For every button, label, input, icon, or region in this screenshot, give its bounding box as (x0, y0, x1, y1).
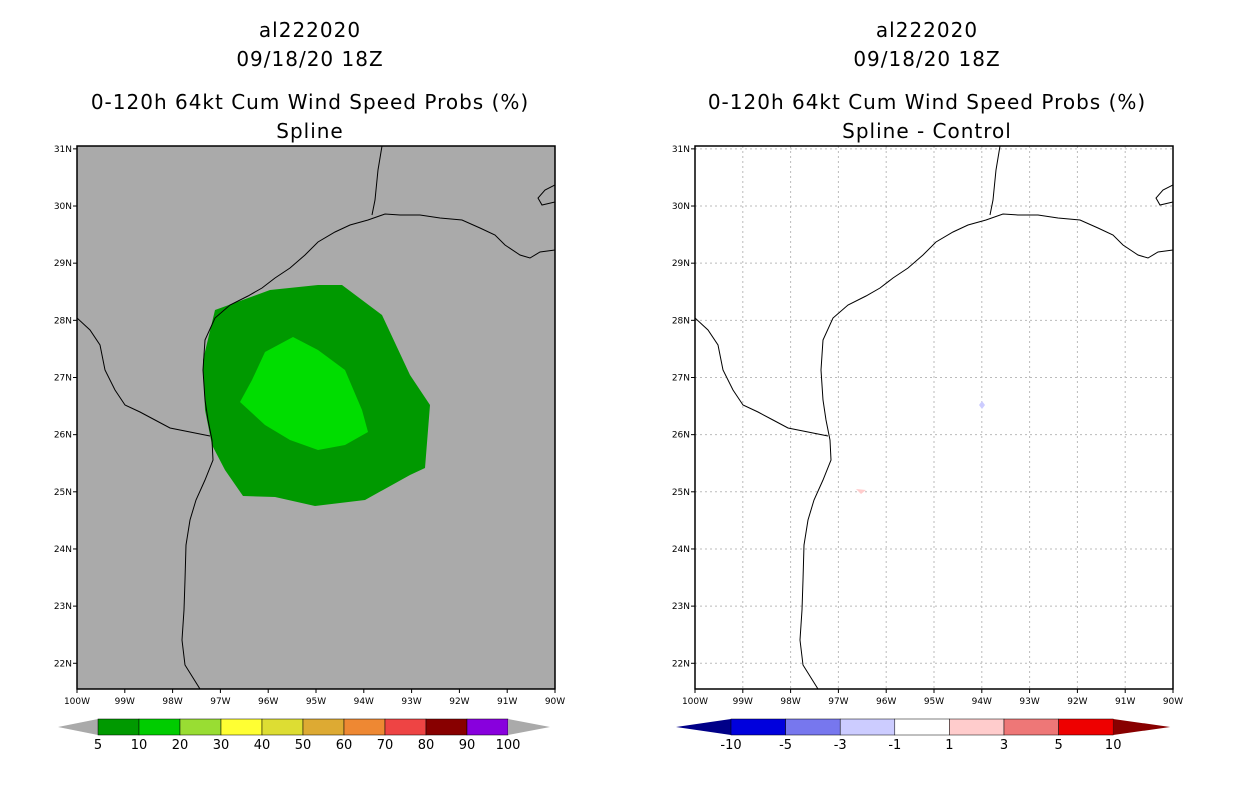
colorbar-high-arrow (508, 719, 550, 735)
colorbar-label: -10 (720, 738, 741, 753)
diff-positive-spot (856, 489, 866, 494)
colorbar-swatch (785, 718, 841, 736)
left-lon-label: 93W (401, 697, 421, 707)
left-coastline (77, 146, 555, 689)
right-lon-label: 98W (780, 697, 800, 707)
colorbar-label: 3 (1000, 738, 1008, 753)
left-lon-label: 96W (258, 697, 278, 707)
left-lat-label: 25N (54, 488, 72, 498)
colorbar-label: 5 (94, 738, 102, 753)
colorbar-label: 1 (945, 738, 953, 753)
right-difference-map: 31N 30N 29N 28N 27N 26N 25N 24N 23N 22N 100W 99W 98W… (672, 145, 1183, 707)
right-lon-label: 90W (1163, 697, 1183, 707)
right-lat-label: 23N (672, 602, 690, 612)
colorbar-label: 30 (213, 738, 230, 753)
left-lon-label: 95W (306, 697, 326, 707)
colorbar-label: 60 (336, 738, 353, 753)
left-colorbar: 5 10 20 30 40 50 60 70 80 90 100 (58, 718, 550, 753)
colorbar-label: 50 (295, 738, 312, 753)
colorbar-swatch (384, 718, 427, 736)
left-date: 09/18/20 18Z (236, 47, 384, 71)
right-lon-label: 94W (972, 697, 992, 707)
right-lat-label: 25N (672, 488, 690, 498)
colorbar-swatch (138, 718, 181, 736)
colorbar-swatch (730, 718, 786, 736)
colorbar-label: 10 (1105, 738, 1122, 753)
left-lat-label: 22N (54, 659, 72, 669)
colorbar-swatch (1003, 718, 1059, 736)
colorbar-swatch (1058, 718, 1114, 736)
left-lat-label: 28N (54, 316, 72, 326)
colorbar-low-arrow (58, 719, 98, 735)
colorbar-low-arrow (676, 719, 731, 735)
left-lon-label: 97W (210, 697, 230, 707)
colorbar-label: 100 (496, 738, 521, 753)
left-lat-label: 31N (54, 145, 72, 155)
prob-10-20-contour (240, 337, 368, 450)
right-lat-label: 31N (672, 145, 690, 155)
right-lon-label: 97W (828, 697, 848, 707)
colorbar-swatch (261, 718, 304, 736)
left-lat-label: 24N (54, 545, 72, 555)
right-colorbar: -10 -5 -3 -1 1 3 5 10 (676, 718, 1171, 753)
colorbar-swatch (839, 718, 896, 736)
right-lon-label: 92W (1067, 697, 1087, 707)
colorbar-label: -3 (834, 738, 847, 753)
right-storm-id: al222020 (875, 18, 979, 42)
left-probability-map: 31N 30N 29N 28N 27N 26N 25N 24N 23N 22N 100W 99W 98W… (54, 145, 565, 707)
diff-negative-spot (979, 401, 985, 409)
colorbar-swatch (179, 718, 222, 736)
colorbar-label: 10 (131, 738, 148, 753)
right-lon-label: 95W (924, 697, 944, 707)
right-subtitle: Spline - Control (842, 119, 1012, 143)
colorbar-label: 20 (172, 738, 189, 753)
right-lon-label: 100W (682, 697, 708, 707)
right-lat-label: 28N (672, 316, 690, 326)
colorbar-swatch (302, 718, 345, 736)
left-lon-label: 100W (64, 697, 90, 707)
colorbar-label: 80 (418, 738, 435, 753)
colorbar-label: 5 (1054, 738, 1062, 753)
colorbar-swatch (894, 718, 950, 736)
left-lon-label: 98W (162, 697, 182, 707)
left-lon-label: 92W (449, 697, 469, 707)
left-lat-label: 23N (54, 602, 72, 612)
right-lon-label: 96W (876, 697, 896, 707)
left-lat-label: 26N (54, 431, 72, 441)
right-lat-label: 22N (672, 659, 690, 669)
colorbar-high-arrow (1113, 719, 1171, 735)
right-lat-label: 24N (672, 545, 690, 555)
right-coastline (695, 146, 1173, 689)
left-lat-label: 27N (54, 373, 72, 383)
colorbar-swatch (220, 718, 263, 736)
colorbar-label: -5 (779, 738, 792, 753)
colorbar-swatch (949, 718, 1005, 736)
right-lon-label: 99W (733, 697, 753, 707)
left-storm-id: al222020 (258, 18, 362, 42)
colorbar-swatch (343, 718, 386, 736)
right-lat-label: 26N (672, 431, 690, 441)
colorbar-label: -1 (888, 738, 901, 753)
colorbar-label: 90 (459, 738, 476, 753)
right-lat-label: 27N (672, 373, 690, 383)
colorbar-label: 70 (377, 738, 394, 753)
right-lat-label: 30N (672, 202, 690, 212)
left-lon-label: 99W (115, 697, 135, 707)
colorbar-label: 40 (254, 738, 271, 753)
right-date: 09/18/20 18Z (853, 47, 1001, 71)
left-subtitle: Spline (276, 119, 344, 143)
colorbar-swatch (425, 718, 468, 736)
colorbar-swatch (97, 718, 140, 736)
left-lat-label: 29N (54, 259, 72, 269)
left-lon-label: 90W (545, 697, 565, 707)
right-lat-label: 29N (672, 259, 690, 269)
right-lon-label: 91W (1115, 697, 1135, 707)
right-product-title: 0-120h 64kt Cum Wind Speed Probs (%) (707, 90, 1147, 114)
right-lon-label: 93W (1019, 697, 1039, 707)
left-lon-label: 91W (497, 697, 517, 707)
left-lat-label: 30N (54, 202, 72, 212)
left-product-title: 0-120h 64kt Cum Wind Speed Probs (%) (90, 90, 530, 114)
left-lon-label: 94W (354, 697, 374, 707)
colorbar-swatch (466, 718, 509, 736)
